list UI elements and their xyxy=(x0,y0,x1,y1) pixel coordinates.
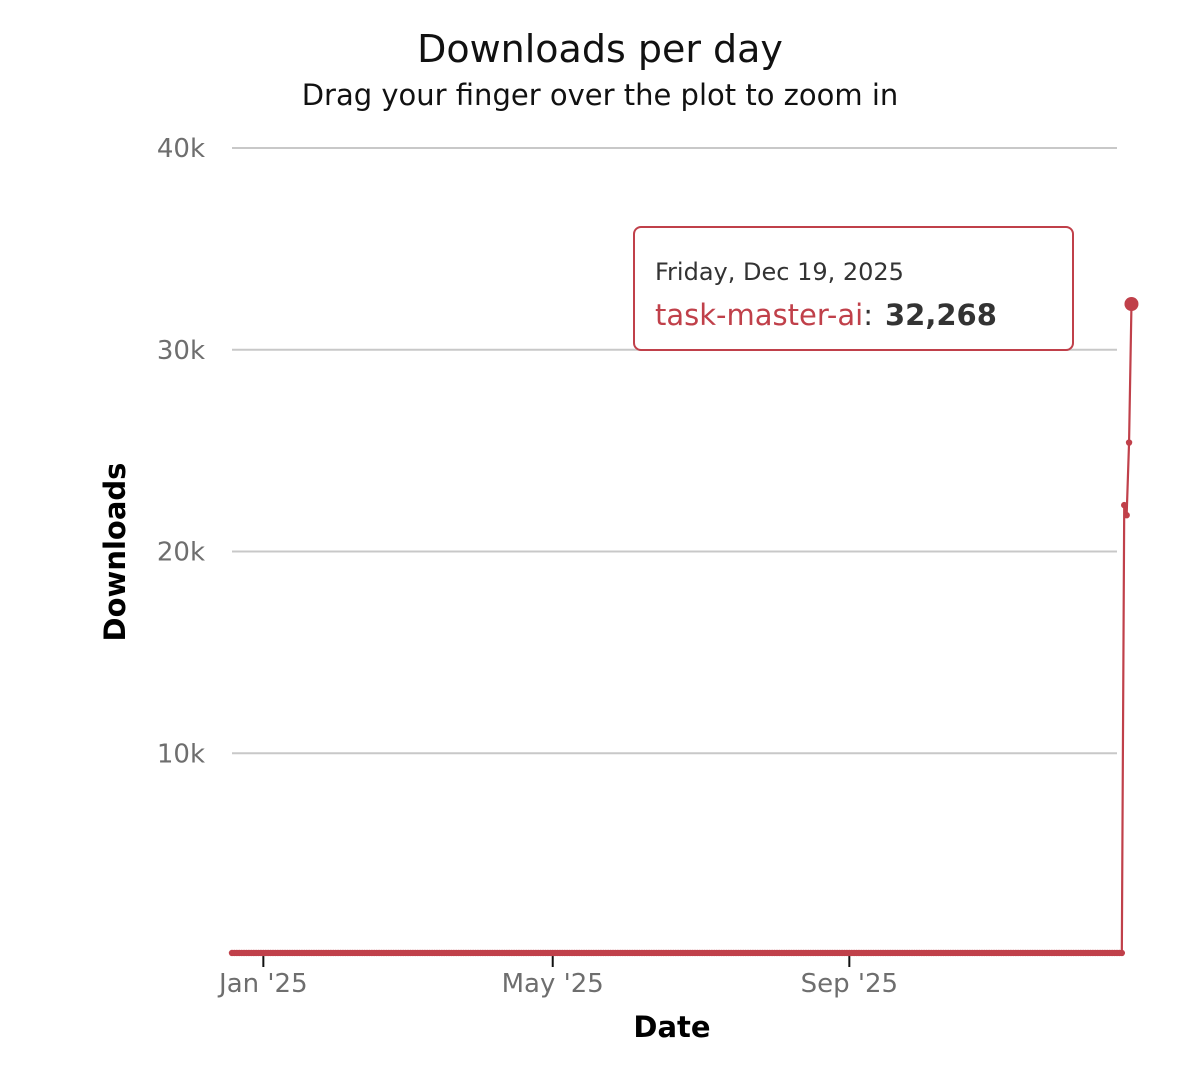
tooltip-value: 32,268 xyxy=(885,298,997,332)
tooltip-separator: : xyxy=(863,298,873,332)
data-point[interactable] xyxy=(1125,439,1133,446)
data-point[interactable] xyxy=(1118,949,1126,957)
series-line xyxy=(232,303,1133,955)
chart-subtitle: Drag your finger over the plot to zoom i… xyxy=(302,78,899,112)
tooltip-series-name: task-master-ai xyxy=(655,298,863,332)
x-tick-label: Sep '25 xyxy=(801,969,899,999)
data-point[interactable] xyxy=(1123,511,1130,519)
tooltip: Friday, Dec 19, 2025 task-master-ai: 32,2… xyxy=(633,226,1074,351)
x-axis-label: Date xyxy=(633,1010,710,1044)
chart-title: Downloads per day xyxy=(417,27,783,71)
x-tick-label: Jan '25 xyxy=(217,969,308,999)
y-tick-label: 10k xyxy=(157,739,205,769)
x-axis-ticks: Jan '25 May '25 Sep '25 xyxy=(217,955,898,999)
y-tick-label: 30k xyxy=(157,336,205,366)
svg-text:task-master-ai:32,268: task-master-ai: 32,268 xyxy=(655,298,997,332)
y-axis-ticks: 10k 20k 30k 40k xyxy=(157,134,205,769)
y-tick-label: 40k xyxy=(157,134,205,164)
data-point[interactable] xyxy=(1121,501,1128,509)
y-tick-label: 20k xyxy=(157,538,205,568)
tooltip-date: Friday, Dec 19, 2025 xyxy=(655,258,904,286)
x-tick-label: May '25 xyxy=(502,969,604,999)
series-task-master-ai[interactable] xyxy=(228,296,1139,957)
tooltip-box xyxy=(633,226,1074,351)
highlighted-data-point[interactable] xyxy=(1124,296,1139,311)
y-axis-label: Downloads xyxy=(98,463,132,642)
